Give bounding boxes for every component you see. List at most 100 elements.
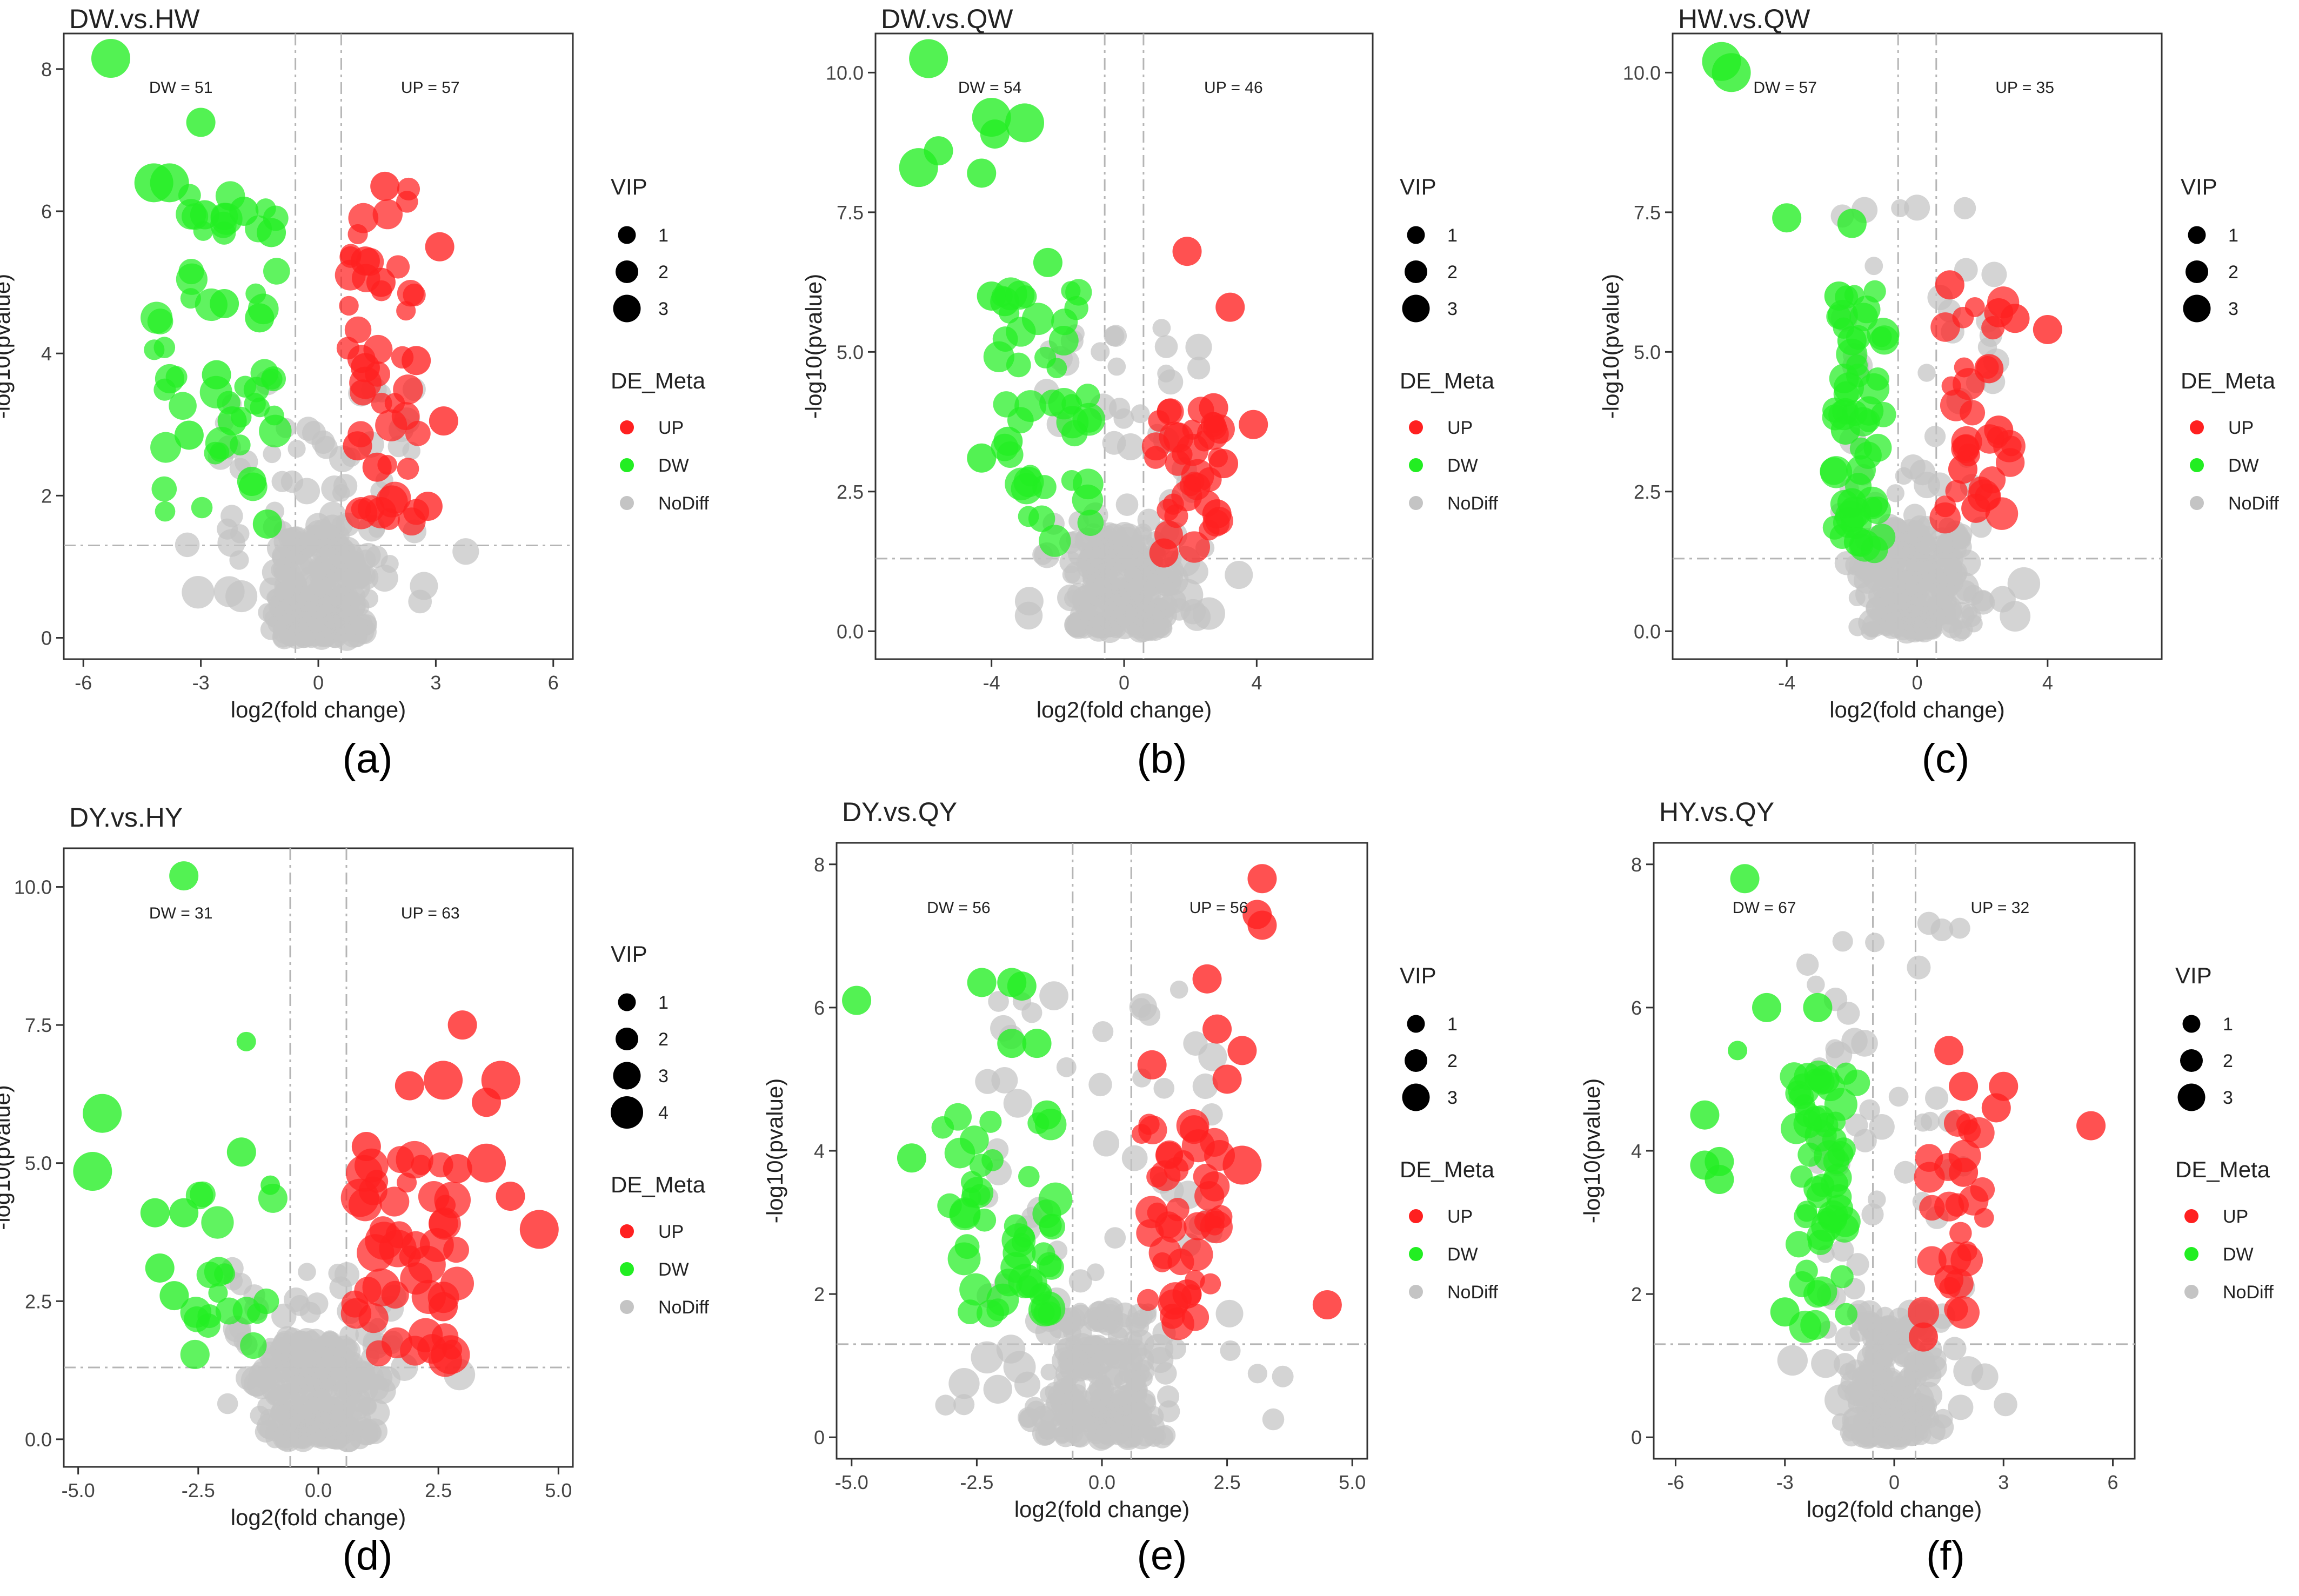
point-dw	[259, 414, 292, 448]
panel-title: HY.vs.QY	[1659, 797, 1774, 827]
point-dw-highlight	[1005, 103, 1044, 143]
point-nodiff	[339, 1325, 359, 1345]
point-up-highlight	[395, 1071, 424, 1101]
point-nodiff	[1131, 404, 1150, 424]
point-up-highlight	[1215, 292, 1245, 322]
point-nodiff	[953, 1394, 975, 1416]
point-nodiff	[310, 1422, 337, 1450]
point-nodiff	[1981, 261, 2007, 287]
point-up	[1205, 1216, 1225, 1236]
point-nodiff	[402, 441, 421, 460]
point-up	[344, 316, 372, 344]
point-nodiff	[182, 575, 215, 609]
vip-legend-title: VIP	[1400, 963, 1436, 988]
vip-legend-dot	[618, 226, 636, 244]
up-count-label: UP = 32	[1970, 899, 2029, 917]
vip-legend-dot	[1405, 260, 1427, 283]
point-nodiff	[1187, 357, 1211, 380]
point-nodiff	[1873, 1371, 1892, 1390]
x-axis-label: log2(fold change)	[231, 1505, 406, 1530]
vip-legend-dot	[2182, 1015, 2201, 1033]
point-dw	[169, 392, 197, 420]
points-layer	[64, 33, 573, 659]
y-tick-label: 5.0	[1634, 341, 1661, 363]
point-dw-highlight	[1033, 247, 1062, 277]
point-up	[387, 1146, 415, 1173]
x-tick-label: -5.0	[62, 1479, 95, 1501]
point-nodiff	[1225, 561, 1253, 589]
point-dw	[1005, 467, 1038, 501]
point-dw-highlight	[260, 1175, 280, 1195]
point-nodiff	[1932, 597, 1952, 618]
point-dw-highlight	[1022, 1029, 1052, 1058]
point-nodiff	[1796, 953, 1819, 976]
point-nodiff	[1900, 454, 1926, 480]
de-legend-dot-up	[1409, 1209, 1423, 1223]
point-nodiff	[291, 531, 311, 550]
point-dw-highlight	[909, 39, 948, 78]
point-nodiff	[1888, 1087, 1909, 1107]
de-legend-label: UP	[658, 418, 684, 438]
point-up-highlight	[1192, 964, 1222, 994]
point-up-highlight	[429, 406, 458, 436]
point-nodiff	[315, 1354, 346, 1386]
point-nodiff	[1039, 981, 1068, 1010]
point-up	[1176, 1109, 1209, 1142]
de-legend-title: DE_Meta	[2175, 1157, 2270, 1182]
point-up-highlight	[1227, 1036, 1257, 1065]
vip-legend-label: 2	[1447, 1051, 1458, 1071]
vip-legend-title: VIP	[2181, 174, 2217, 199]
vip-legend-label: 3	[2223, 1088, 2233, 1108]
point-up-highlight	[467, 1143, 506, 1183]
x-axis-label: log2(fold change)	[1014, 1497, 1190, 1522]
point-nodiff	[1943, 1337, 1967, 1360]
point-up-highlight	[1935, 270, 1964, 300]
point-dw-highlight	[190, 200, 219, 230]
point-nodiff	[370, 1378, 396, 1404]
point-up-highlight	[1984, 415, 2014, 445]
y-tick-label: 0	[1631, 1426, 1642, 1449]
point-dw	[1843, 1069, 1870, 1096]
point-up-highlight	[447, 1010, 477, 1040]
y-tick-label: 2	[41, 485, 52, 507]
point-dw-highlight	[236, 1031, 256, 1051]
point-up	[365, 1340, 392, 1366]
point-dw	[1018, 1165, 1040, 1188]
point-nodiff	[1062, 565, 1081, 584]
point-nodiff	[1092, 1021, 1114, 1043]
point-dw-highlight	[217, 406, 247, 436]
point-nodiff	[1169, 980, 1188, 999]
point-dw	[1038, 1182, 1073, 1217]
point-nodiff	[1102, 431, 1126, 455]
point-up	[1995, 448, 2025, 477]
point-dw-highlight	[967, 158, 997, 188]
point-up	[397, 280, 424, 307]
point-dw	[1048, 325, 1079, 356]
point-nodiff	[1040, 1386, 1057, 1403]
vip-legend-dot	[2180, 1049, 2203, 1072]
dw-count-label: DW = 57	[1753, 79, 1817, 97]
point-dw	[1820, 457, 1848, 485]
vip-legend-dot	[611, 1096, 643, 1129]
x-axis-label: log2(fold change)	[1807, 1497, 1982, 1522]
point-up-highlight	[1312, 1290, 1342, 1319]
vip-legend-label: 4	[658, 1103, 669, 1123]
x-tick-label: 0	[1889, 1471, 1900, 1493]
point-up	[1941, 376, 1961, 396]
point-up	[405, 420, 431, 446]
point-up-highlight	[1948, 454, 1977, 484]
de-legend-label: DW	[1447, 455, 1478, 476]
point-dw	[1073, 468, 1104, 500]
point-nodiff	[1835, 1326, 1860, 1351]
point-nodiff	[335, 563, 359, 587]
point-nodiff	[1859, 1099, 1880, 1121]
point-dw-highlight	[186, 108, 216, 137]
point-up-highlight	[1202, 499, 1232, 529]
point-dw	[1004, 1214, 1028, 1238]
de-legend-dot-dw	[620, 1262, 634, 1276]
point-up	[407, 1245, 446, 1284]
point-nodiff	[991, 1067, 1018, 1094]
point-nodiff	[1846, 1253, 1869, 1276]
point-nodiff	[1901, 1383, 1934, 1416]
de-legend-label: UP	[1447, 1206, 1473, 1227]
